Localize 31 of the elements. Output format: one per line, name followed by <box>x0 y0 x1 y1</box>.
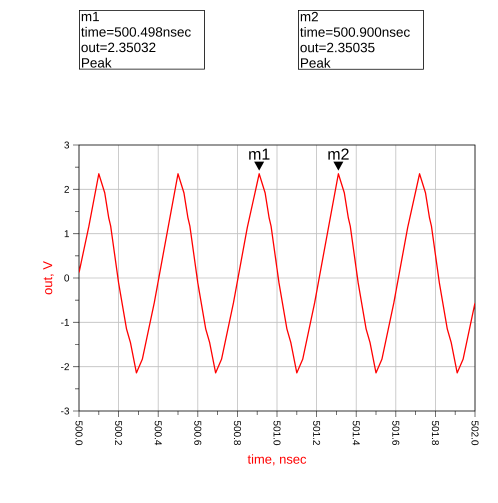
x-tick-label: 500.8 <box>234 420 241 446</box>
x-tick-label: 500.6 <box>194 420 202 446</box>
text: Peak <box>82 58 112 68</box>
y-tick-label: 2 <box>64 186 69 193</box>
y-tick-label: -1 <box>61 318 70 326</box>
line-series <box>79 173 476 374</box>
x-tick-label: 501.0 <box>273 420 281 446</box>
x-axis-title: time, nsec <box>248 454 306 466</box>
y-tick-label: -2 <box>61 363 69 370</box>
y-tick-label: 1 <box>64 230 70 238</box>
x-tick-label: 501.4 <box>352 420 360 446</box>
y-tick-label: -3 <box>61 407 70 415</box>
x-tick-label: 502.0 <box>471 420 479 446</box>
annotation: m2 <box>328 148 349 160</box>
x-tick-label: 501.6 <box>392 420 400 446</box>
x-tick-label: 501.2 <box>313 420 320 445</box>
y-tick-label: 0 <box>64 274 70 282</box>
x-tick-label: 501.8 <box>432 420 439 446</box>
y-tick-label: 3 <box>64 141 70 149</box>
text: Peak <box>301 58 331 68</box>
annotation: m1 <box>249 148 270 160</box>
text: time=500.498nsec <box>81 26 191 37</box>
text: out=2.35032 <box>81 42 156 52</box>
text: m1 <box>82 12 99 22</box>
x-tick-label: 500.0 <box>75 420 83 446</box>
y-axis-title: out, V <box>43 261 54 294</box>
x-tick-label: 500.2 <box>115 420 122 445</box>
text: out=2.35035 <box>300 42 374 52</box>
text: time=500.900nsec <box>300 26 410 37</box>
x-tick-label: 500.4 <box>154 420 162 446</box>
text: m2 <box>300 12 318 22</box>
